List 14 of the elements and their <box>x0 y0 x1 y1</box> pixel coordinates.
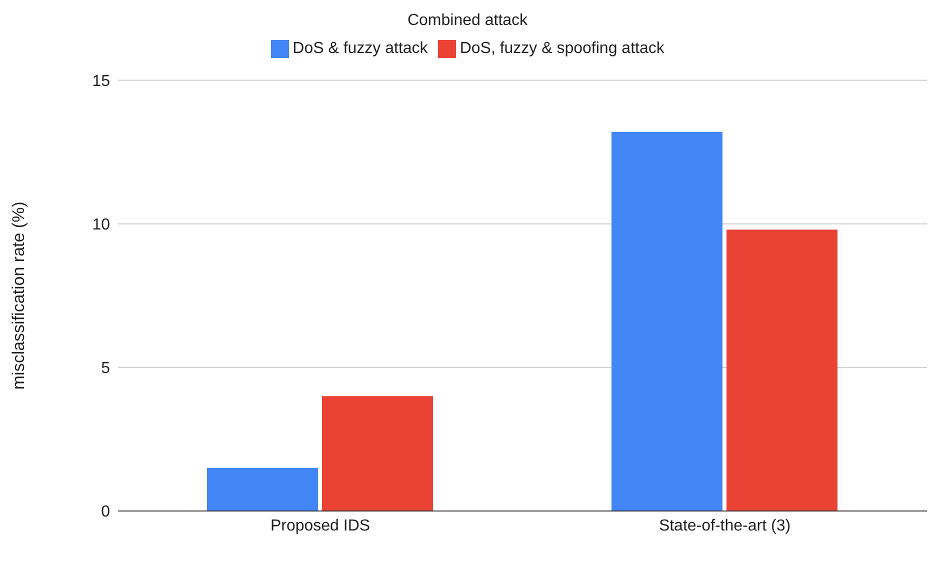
bar <box>206 468 318 511</box>
legend-label: DoS, fuzzy & spoofing attack <box>460 40 664 58</box>
legend-label: DoS & fuzzy attack <box>292 40 428 58</box>
chart-title: Combined attack <box>406 11 529 31</box>
bar <box>726 230 838 511</box>
x-tick-label: Proposed IDS <box>270 517 370 534</box>
bar <box>322 396 433 511</box>
y-tick-label: 10 <box>92 216 110 234</box>
bar <box>611 132 722 511</box>
y-tick-label: 5 <box>101 360 110 378</box>
x-tick-label: State-of-the-art (3) <box>658 517 791 534</box>
y-tick-label: 15 <box>92 72 110 90</box>
y-tick-label: 0 <box>101 504 110 521</box>
y-axis-title: misclassification rate (%) <box>9 202 28 390</box>
